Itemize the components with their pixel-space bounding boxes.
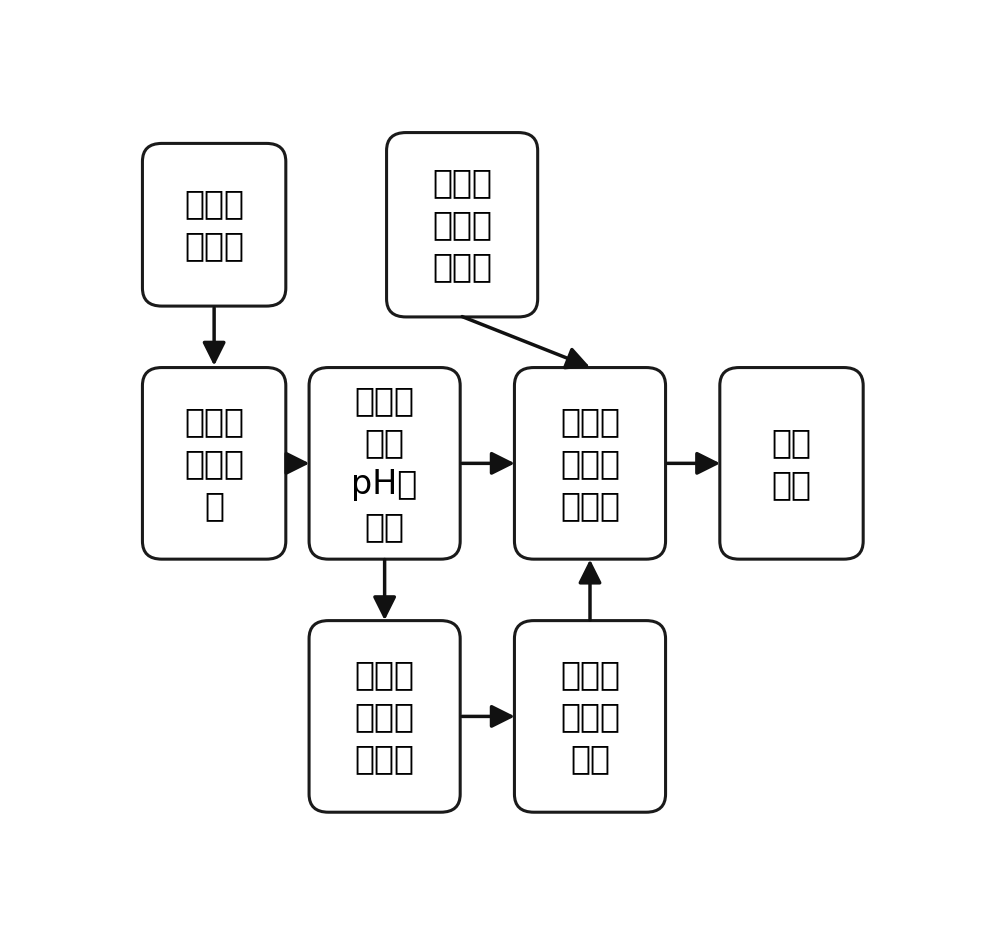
- Text: 蛋白质
溶液
pH的
筛选: 蛋白质 溶液 pH的 筛选: [352, 384, 418, 543]
- Text: 相互作
用过程
的测定: 相互作 用过程 的测定: [560, 405, 620, 522]
- FancyBboxPatch shape: [514, 367, 666, 559]
- FancyBboxPatch shape: [309, 621, 460, 812]
- Text: 蛋白质
的共价
结合: 蛋白质 的共价 结合: [560, 658, 620, 775]
- FancyBboxPatch shape: [142, 144, 286, 306]
- FancyBboxPatch shape: [309, 367, 460, 559]
- Text: 数据
分析: 数据 分析: [772, 425, 812, 500]
- Text: 芯片表
面羧基
的活化: 芯片表 面羧基 的活化: [355, 658, 415, 775]
- FancyBboxPatch shape: [387, 132, 538, 317]
- Text: 芯片羧
基化修
饰: 芯片羧 基化修 饰: [184, 405, 244, 522]
- Text: 清洁传
感芯片: 清洁传 感芯片: [184, 187, 244, 262]
- Text: 槲皮素
的溶解
和稀释: 槲皮素 的溶解 和稀释: [432, 166, 492, 284]
- FancyBboxPatch shape: [142, 367, 286, 559]
- FancyBboxPatch shape: [514, 621, 666, 812]
- FancyBboxPatch shape: [720, 367, 863, 559]
